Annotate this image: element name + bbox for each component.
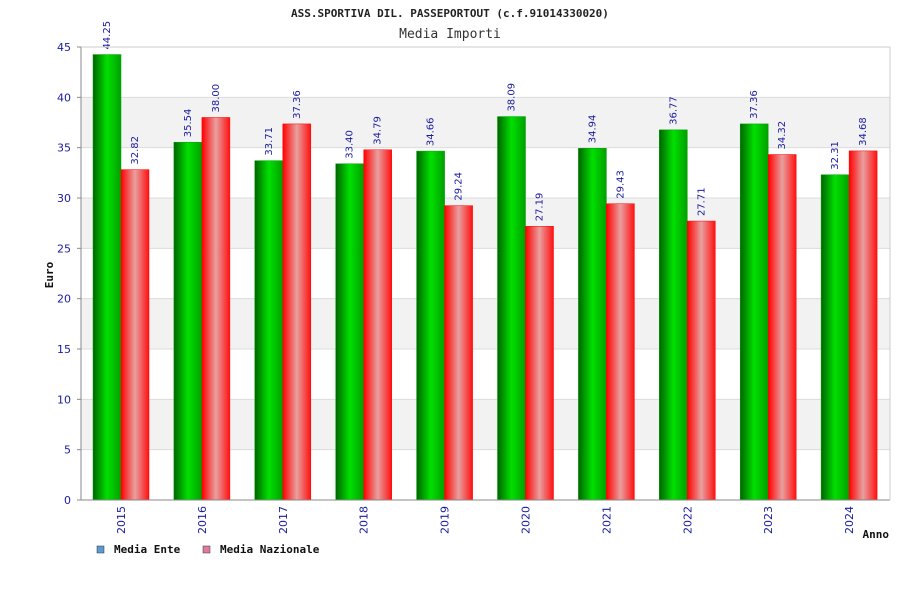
x-tick-label: 2022 [681, 506, 694, 534]
axes [80, 46, 891, 501]
data-label: 27.71 [696, 187, 707, 216]
bar-media-nazionale [848, 150, 878, 501]
data-label: 34.68 [858, 117, 869, 146]
y-tick-label: 5 [64, 444, 71, 457]
data-label: 32.82 [130, 136, 141, 165]
x-axis-ticks: 2015 2016 2017 2018 2019 2020 2021 2022 2023 2024 [115, 506, 856, 534]
data-label: 29.24 [454, 172, 465, 201]
data-label: 36.77 [668, 96, 679, 125]
data-label: 34.66 [426, 117, 437, 146]
x-tick-label: 2019 [439, 506, 452, 534]
y-tick-label: 35 [57, 142, 71, 155]
x-axis-label: Anno [863, 528, 890, 541]
x-tick-label: 2021 [600, 506, 613, 534]
bar-media-ente [659, 129, 688, 501]
data-label: 37.36 [749, 90, 760, 119]
bar-media-ente [820, 174, 850, 501]
bar-media-ente [173, 141, 203, 501]
y-tick-label: 20 [57, 293, 71, 306]
data-label: 38.09 [507, 83, 518, 112]
bar-media-nazionale [120, 169, 150, 501]
chart-subtitle: Media Importi [399, 27, 501, 42]
x-tick-label: 2024 [843, 506, 856, 534]
data-label: 37.36 [292, 90, 303, 119]
y-axis-ticks: 0 5 10 15 20 25 30 35 40 45 [57, 41, 81, 507]
y-tick-label: 0 [64, 494, 71, 507]
x-tick-label: 2023 [762, 506, 775, 534]
bar-media-nazionale [767, 154, 797, 501]
bar-media-ente [254, 160, 284, 501]
x-tick-label: 2020 [520, 506, 533, 534]
legend-swatch [202, 545, 211, 554]
bar-media-nazionale [525, 226, 554, 501]
y-axis-label: Euro [43, 261, 56, 288]
bar-media-nazionale [606, 203, 635, 501]
x-tick-label: 2018 [358, 506, 371, 534]
y-tick-label: 15 [57, 343, 71, 356]
data-label: 34.94 [587, 115, 598, 144]
data-label: 38.00 [211, 84, 222, 113]
legend-label: Media Ente [114, 543, 181, 556]
data-label: 44.25 [102, 21, 113, 50]
y-tick-label: 40 [57, 91, 71, 104]
bar-media-ente [497, 116, 526, 501]
x-tick-label: 2017 [277, 506, 290, 534]
y-tick-label: 10 [57, 393, 71, 406]
bar-media-ente [335, 163, 364, 501]
value-labels: 44.25 32.82 35.54 38.00 33.71 37.36 33.40 34.79… [102, 21, 869, 221]
bar-media-ente [416, 150, 445, 501]
bar-media-nazionale [282, 123, 312, 501]
bar-media-nazionale [201, 117, 231, 501]
data-label: 33.71 [264, 127, 275, 156]
legend: Media Ente Media Nazionale [96, 543, 320, 556]
data-label: 29.43 [615, 170, 626, 199]
y-tick-label: 45 [57, 41, 71, 54]
plot-band [81, 47, 890, 98]
data-label: 27.19 [535, 193, 546, 222]
legend-swatch [96, 545, 105, 554]
legend-label: Media Nazionale [220, 543, 320, 556]
data-label: 33.40 [345, 130, 356, 159]
data-label: 35.54 [183, 109, 194, 138]
bar-media-ente [578, 148, 607, 501]
data-label: 34.79 [373, 116, 384, 145]
x-tick-label: 2016 [196, 506, 209, 534]
bar-media-nazionale [687, 220, 716, 501]
x-tick-label: 2015 [115, 506, 128, 534]
chart-title: ASS.SPORTIVA DIL. PASSEPORTOUT (c.f.9101… [291, 7, 609, 20]
y-tick-label: 25 [57, 242, 71, 255]
bars [92, 54, 878, 501]
y-tick-label: 30 [57, 192, 71, 205]
data-label: 34.32 [777, 121, 788, 150]
bar-media-ente [739, 123, 769, 501]
bar-media-ente [92, 54, 122, 501]
data-label: 32.31 [830, 141, 841, 170]
bar-media-nazionale [444, 205, 473, 501]
bar-media-nazionale [363, 149, 392, 501]
